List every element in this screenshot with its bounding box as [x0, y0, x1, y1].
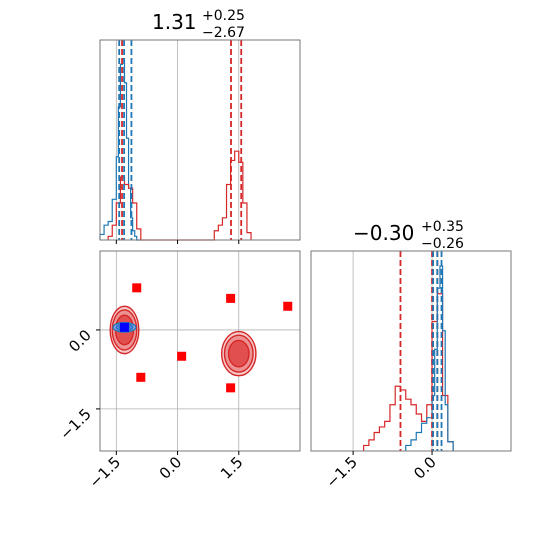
histogram-x-blue	[99, 58, 141, 241]
histogram-y-red	[363, 293, 454, 451]
tick-label-x: −1.5	[322, 453, 360, 491]
histogram-y-frame	[310, 250, 512, 452]
scatter-panel	[99, 250, 301, 452]
marker-red	[177, 351, 187, 361]
tick-label-x: 0.0	[156, 453, 186, 483]
tick-label-x: 1.5	[217, 453, 247, 483]
histogram-panel-x	[99, 39, 301, 241]
title-x-plus: +0.25	[202, 8, 245, 24]
histogram-y-blue	[405, 265, 454, 451]
title-param-y: −0.30	[353, 221, 414, 245]
histogram-panel-y	[310, 250, 512, 452]
scatter-frame	[99, 250, 301, 452]
histogram-x-frame	[99, 39, 301, 241]
title-y-plus: +0.35	[421, 219, 464, 235]
title-y-value: −0.30	[353, 221, 414, 245]
contour-red	[227, 339, 250, 368]
marker-blue	[119, 322, 129, 332]
title-x-minus: −2.67	[202, 25, 245, 41]
marker-red	[136, 372, 146, 382]
tick-label-x: −1.5	[86, 453, 124, 491]
marker-red	[226, 383, 236, 393]
tick-label-x: 0.0	[410, 453, 440, 483]
title-y-minus: −0.26	[421, 236, 464, 252]
marker-red	[132, 283, 142, 293]
histogram-x-red	[107, 150, 252, 241]
tick-label-y: −1.5	[56, 405, 94, 443]
marker-red	[283, 301, 293, 311]
scatter-clip-group	[109, 283, 293, 393]
marker-red	[226, 293, 236, 303]
tick-label-y: 0.0	[65, 326, 95, 356]
title-x-value: 1.31	[152, 10, 197, 34]
title-param-x: 1.31	[152, 10, 197, 34]
